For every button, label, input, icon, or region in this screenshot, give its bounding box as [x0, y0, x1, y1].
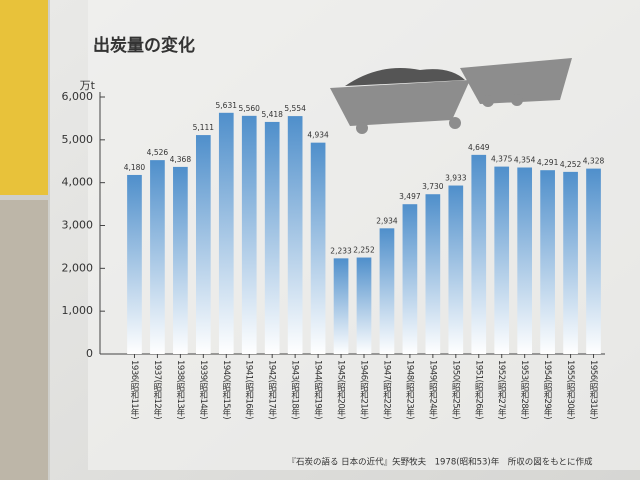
x-tick-label: 1947(昭和22年) — [381, 360, 391, 419]
bar — [586, 168, 601, 354]
value-label: 3,730 — [422, 182, 444, 191]
bar — [241, 115, 257, 354]
x-tick-label: 1956(昭和31年) — [588, 360, 598, 419]
value-label: 2,233 — [330, 246, 352, 255]
value-label: 5,111 — [193, 123, 215, 132]
x-tick-label: 1945(昭和20年) — [336, 360, 346, 419]
value-label: 5,560 — [238, 104, 260, 113]
x-tick-label: 1943(昭和18年) — [290, 360, 300, 419]
bar — [150, 160, 165, 354]
y-tick-label: 3,000 — [62, 219, 94, 232]
bar — [494, 166, 510, 354]
y-tick-label: 0 — [86, 347, 93, 360]
mine-carts — [330, 58, 572, 134]
bar — [310, 142, 326, 354]
x-tick-label: 1948(昭和23年) — [404, 360, 414, 419]
bar — [379, 228, 395, 354]
bar — [471, 154, 487, 354]
y-tick-label: 5,000 — [62, 133, 94, 146]
y-unit: 万t — [80, 79, 96, 92]
value-label: 4,291 — [537, 158, 559, 167]
value-label: 4,180 — [124, 163, 146, 172]
side-panel — [0, 0, 48, 195]
value-label: 3,933 — [445, 174, 467, 183]
value-label: 4,328 — [583, 157, 605, 166]
x-tick-label: 1952(昭和27年) — [496, 360, 506, 419]
bar — [264, 121, 280, 354]
x-tick-label: 1939(昭和14年) — [198, 360, 208, 419]
value-label: 4,375 — [491, 155, 513, 164]
value-label: 5,631 — [216, 101, 238, 110]
side-panel-lower — [0, 200, 48, 480]
x-tick-label: 1941(昭和16年) — [244, 360, 254, 419]
y-tick-label: 1,000 — [62, 304, 94, 317]
bar — [517, 167, 533, 354]
value-label: 5,554 — [284, 104, 306, 113]
x-tick-label: 1955(昭和30年) — [565, 360, 575, 419]
value-label: 4,354 — [514, 156, 536, 165]
y-tick-label: 2,000 — [62, 261, 94, 274]
bar — [563, 171, 578, 354]
y-tick-label: 6,000 — [62, 90, 94, 103]
bar — [195, 135, 211, 354]
x-tick-label: 1950(昭和25年) — [450, 360, 460, 419]
source-note: 『石炭の語る 日本の近代』矢野牧夫 1978(昭和53)年 所収の図をもとに作成 — [287, 457, 593, 468]
bar — [287, 116, 303, 354]
bar — [425, 194, 441, 354]
bar — [402, 204, 418, 354]
value-label: 3,497 — [399, 192, 421, 201]
x-tick-label: 1949(昭和24年) — [427, 360, 437, 419]
x-tick-label: 1942(昭和17年) — [267, 360, 277, 419]
bar — [540, 170, 555, 354]
value-label: 2,252 — [353, 246, 375, 255]
value-label: 2,934 — [376, 216, 398, 225]
value-label: 4,252 — [560, 160, 582, 169]
value-label: 4,526 — [147, 148, 169, 157]
x-tick-label: 1937(昭和12年) — [152, 360, 162, 419]
value-label: 5,418 — [261, 110, 283, 119]
x-tick-label: 1951(昭和26年) — [473, 360, 483, 419]
value-label: 4,368 — [170, 155, 192, 164]
bar — [333, 258, 349, 354]
x-tick-label: 1940(昭和15年) — [221, 360, 231, 419]
x-tick-label: 1953(昭和28年) — [519, 360, 529, 419]
x-tick-label: 1944(昭和19年) — [313, 360, 323, 419]
bar — [127, 174, 142, 354]
y-tick-label: 4,000 — [62, 176, 94, 189]
bar — [448, 185, 464, 354]
bar — [356, 257, 372, 354]
x-tick-label: 1938(昭和13年) — [175, 360, 185, 419]
x-tick-label: 1954(昭和29年) — [542, 360, 552, 419]
x-tick-label: 1936(昭和11年) — [129, 360, 139, 419]
value-label: 4,934 — [307, 131, 329, 140]
bar — [173, 166, 188, 354]
x-tick-label: 1946(昭和21年) — [359, 360, 369, 419]
value-label: 4,649 — [468, 143, 490, 152]
bar — [218, 112, 234, 354]
chart-title: 出炭量の変化 — [93, 35, 195, 56]
